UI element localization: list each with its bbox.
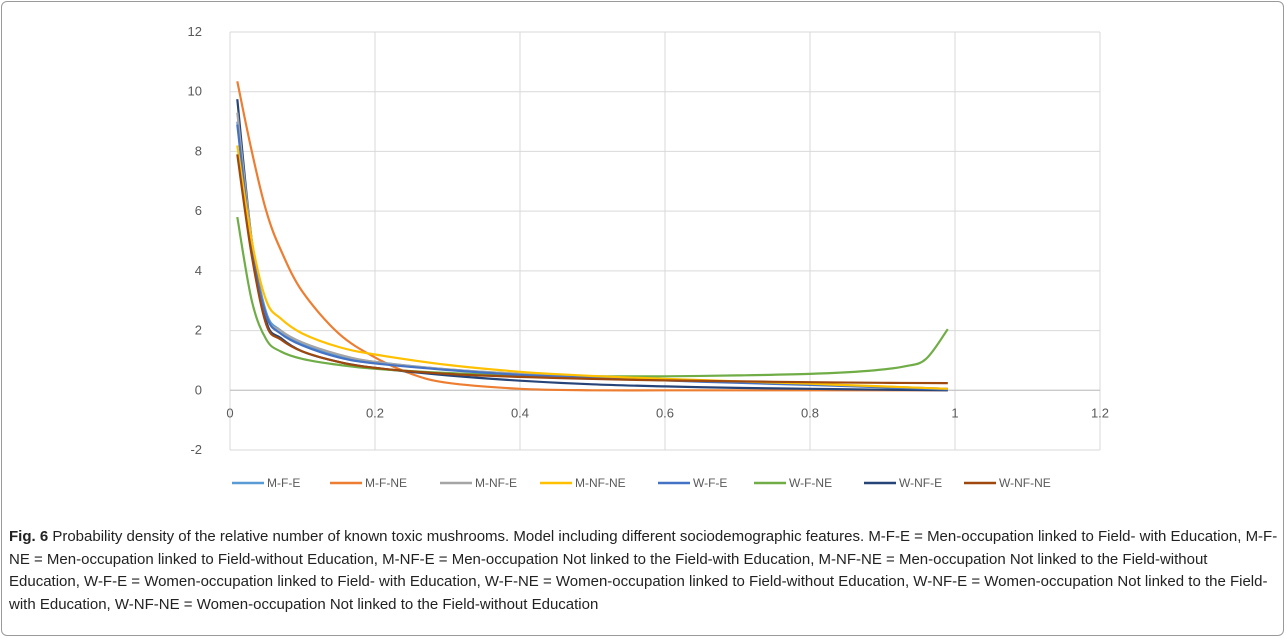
series-line-m-f-ne bbox=[236, 81, 948, 392]
legend-label-w-nf-ne: W-NF-NE bbox=[999, 476, 1051, 490]
x-tick-label: 0.6 bbox=[656, 405, 674, 420]
legend-label-m-f-e: M-F-E bbox=[267, 476, 300, 490]
series-line-m-nf-ne bbox=[236, 145, 948, 390]
series-line-w-nf-ne bbox=[236, 154, 948, 385]
y-tick-label: 4 bbox=[195, 263, 202, 278]
legend-label-w-f-e: W-F-E bbox=[693, 476, 727, 490]
x-tick-label: 0.8 bbox=[801, 405, 819, 420]
series-line-w-nf-e bbox=[236, 99, 948, 392]
legend-label-m-nf-ne: M-NF-NE bbox=[575, 476, 626, 490]
x-tick-label: 1 bbox=[951, 405, 958, 420]
legend-label-m-f-ne: M-F-NE bbox=[365, 476, 407, 490]
x-tick-label: 0.4 bbox=[511, 405, 529, 420]
y-tick-label: 12 bbox=[188, 24, 202, 39]
y-tick-label: 0 bbox=[195, 382, 202, 397]
series-line-w-f-ne bbox=[236, 216, 949, 378]
y-tick-label: 8 bbox=[195, 143, 202, 158]
figure-caption: Fig. 6 Probability density of the relati… bbox=[9, 526, 1279, 616]
x-tick-label: 0.2 bbox=[366, 405, 384, 420]
y-tick-label: -2 bbox=[190, 442, 202, 457]
legend-label-m-nf-e: M-NF-E bbox=[475, 476, 517, 490]
legend-label-w-f-ne: W-F-NE bbox=[789, 476, 832, 490]
caption-text: Probability density of the relative numb… bbox=[9, 528, 1278, 613]
legend-label-w-nf-e: W-NF-E bbox=[899, 476, 942, 490]
x-tick-label: 1.2 bbox=[1091, 405, 1109, 420]
line-chart: -2 0 2 4 6 8 10 12 0 0.2 0.4 0.6 0.8 1 1.2 M-F-E M-F-NE M… bbox=[188, 24, 1110, 490]
y-tick-label: 6 bbox=[195, 203, 202, 218]
y-tick-label: 2 bbox=[195, 323, 202, 338]
y-tick-label: 10 bbox=[188, 84, 202, 99]
series-line-w-f-e bbox=[236, 124, 948, 391]
x-tick-label: 0 bbox=[226, 405, 233, 420]
figure-label: Fig. 6 bbox=[9, 528, 49, 545]
